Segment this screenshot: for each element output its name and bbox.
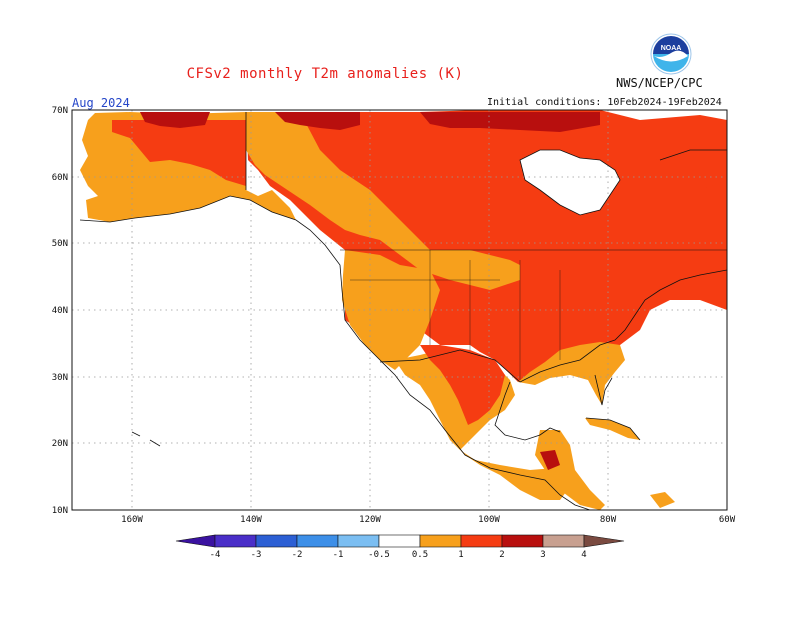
lon-label: 80W bbox=[600, 515, 617, 525]
legend-label: 3 bbox=[540, 550, 545, 560]
south-america-region bbox=[650, 492, 675, 508]
legend-swatch-2-3 bbox=[501, 534, 544, 548]
lat-label: 20N bbox=[52, 439, 68, 449]
legend-swatch-neutral bbox=[378, 534, 421, 548]
legend-label: -1 bbox=[333, 550, 344, 560]
noaa-logo-icon: NOAA bbox=[650, 33, 692, 75]
lat-label: 70N bbox=[52, 106, 68, 116]
legend-swatch-3-4 bbox=[542, 534, 585, 548]
legend-swatch-above-4 bbox=[583, 534, 625, 548]
lat-label: 30N bbox=[52, 373, 68, 383]
cuba-region bbox=[585, 418, 640, 440]
legend-swatch-minus2-minus1 bbox=[296, 534, 339, 548]
greenland-red-region bbox=[655, 150, 727, 190]
longitude-labels: 160W 140W 120W 100W 80W 60W bbox=[121, 515, 736, 525]
forecast-month: Aug 2024 bbox=[72, 96, 130, 110]
legend-swatch-below-minus4 bbox=[175, 534, 216, 548]
lat-label: 10N bbox=[52, 506, 68, 516]
legend-swatch-minus1-minus05 bbox=[337, 534, 380, 548]
legend-swatch-minus3-minus2 bbox=[255, 534, 298, 548]
mexico-darkred-region bbox=[540, 450, 560, 470]
lon-label: 120W bbox=[359, 515, 381, 525]
rockies-orange-region bbox=[246, 112, 520, 290]
legend-label: 1 bbox=[458, 550, 463, 560]
map-title: CFSv2 monthly T2m anomalies (K) bbox=[186, 66, 464, 82]
legend-label: 4 bbox=[581, 550, 586, 560]
mexico-red-region bbox=[420, 345, 505, 425]
legend-label: -4 bbox=[210, 550, 221, 560]
legend-swatch-05-1 bbox=[419, 534, 462, 548]
initial-conditions: Initial conditions: 10Feb2024-19Feb2024 bbox=[487, 97, 722, 108]
legend-label: 0.5 bbox=[412, 550, 428, 560]
legend-swatch-minus4-minus3 bbox=[214, 534, 257, 548]
legend-label: 2 bbox=[499, 550, 504, 560]
latitude-labels: 70N 60N 50N 40N 30N 20N 10N bbox=[52, 106, 68, 516]
alaska-red-region bbox=[112, 120, 246, 186]
lat-label: 60N bbox=[52, 173, 68, 183]
lat-label: 50N bbox=[52, 239, 68, 249]
alaska-darkred-region bbox=[140, 112, 210, 128]
svg-text:NOAA: NOAA bbox=[661, 45, 682, 52]
central-america-region bbox=[535, 430, 605, 510]
hudson-bay bbox=[520, 150, 620, 215]
lon-label: 160W bbox=[121, 515, 143, 525]
legend-label: -3 bbox=[251, 550, 262, 560]
lon-label: 60W bbox=[719, 515, 736, 525]
color-legend bbox=[175, 534, 625, 548]
lon-label: 100W bbox=[478, 515, 500, 525]
map-frame bbox=[71, 109, 728, 511]
legend-label: -2 bbox=[292, 550, 303, 560]
arctic-darkred-region-1 bbox=[275, 112, 360, 130]
lon-label: 140W bbox=[240, 515, 262, 525]
arctic-darkred-region-2 bbox=[420, 112, 600, 132]
political-boundaries bbox=[79, 112, 728, 511]
legend-swatch-1-2 bbox=[460, 534, 503, 548]
legend-label: -0.5 bbox=[368, 550, 390, 560]
mexico-orange-region bbox=[395, 350, 575, 500]
legend-labels: -4 -3 -2 -1 -0.5 0.5 1 2 3 4 bbox=[210, 550, 587, 560]
agency-label: NWS/NCEP/CPC bbox=[616, 76, 703, 90]
lat-label: 40N bbox=[52, 306, 68, 316]
graticule bbox=[72, 110, 727, 510]
